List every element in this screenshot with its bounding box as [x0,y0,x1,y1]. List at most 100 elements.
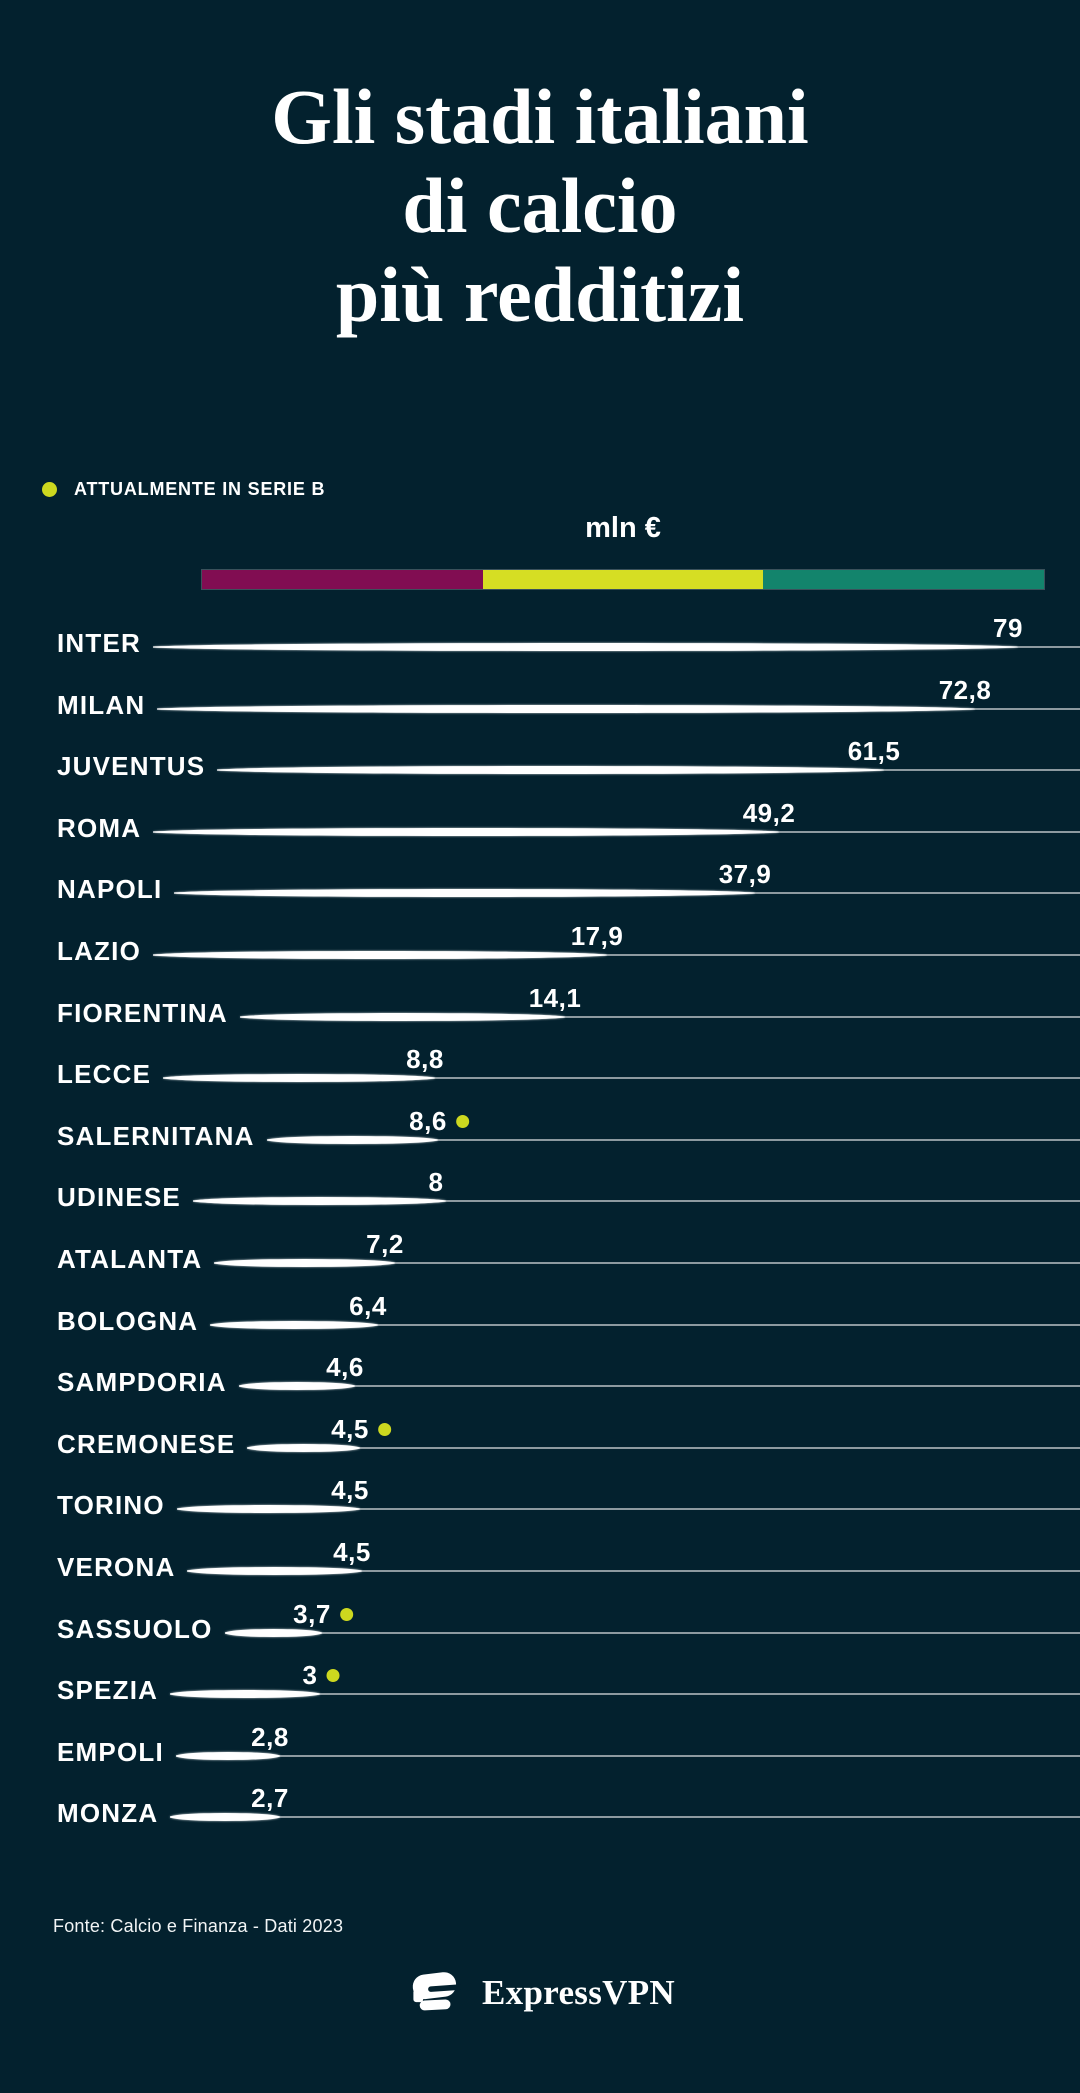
value-text: 6,4 [349,1290,387,1321]
chart-row: LECCE 8,8 [0,1043,1080,1105]
chart-row: SALERNITANA 8,6 [0,1105,1080,1167]
bar-spindle [174,889,755,897]
team-label: ATALANTA [57,1243,203,1274]
team-label: CREMONESE [57,1428,236,1459]
chart-row: LAZIO 17,9 [0,920,1080,982]
bar-baseline [239,1385,1080,1387]
chart-row: TORINO 4,5 [0,1474,1080,1536]
chart-row: ROMA 49,2 [0,797,1080,859]
chart-row: NAPOLI 37,9 [0,858,1080,920]
bar-spindle [193,1197,446,1205]
bar-spindle [225,1629,322,1637]
color-scale-segment-teal [763,570,1045,589]
value-label: 49,2 [743,798,796,828]
team-label: NAPOLI [57,873,163,904]
color-scale-bar [201,569,1045,590]
bar-baseline [247,1447,1080,1449]
brand-name: ExpressVPN [482,1973,675,2012]
bar-baseline [214,1262,1080,1264]
team-label: TORINO [57,1489,165,1520]
value-text: 8,8 [406,1043,444,1074]
team-label: BOLOGNA [57,1305,199,1336]
value-text: 2,8 [251,1721,289,1752]
team-label: LECCE [57,1058,152,1089]
bar-baseline [170,1693,1080,1695]
title-line-1: Gli stadi italiani [271,73,809,160]
bar-spindle [210,1321,378,1329]
chart-row: BOLOGNA 6,4 [0,1290,1080,1352]
team-label: SALERNITANA [57,1120,255,1151]
value-text: 8 [428,1166,444,1197]
team-label: FIORENTINA [57,997,228,1028]
team-label: MILAN [57,689,146,720]
bar-spindle [267,1136,438,1144]
chart-row: MILAN 72,8 [0,674,1080,736]
chart-row: JUVENTUS 61,5 [0,735,1080,797]
bar-spindle [157,705,975,713]
title-line-2: di calcio [402,162,678,249]
bar-spindle [177,1505,360,1513]
bar-baseline [163,1077,1080,1079]
serie-b-legend-dot-icon [42,481,57,497]
bar-spindle [153,643,1018,651]
chart-row: FIORENTINA 14,1 [0,982,1080,1044]
bar-spindle [217,766,884,774]
chart-row: CREMONESE 4,5 [0,1413,1080,1475]
source-note: Fonte: Calcio e Finanza - Dati 2023 [53,1916,344,1936]
bar-spindle [170,1813,280,1821]
bar-baseline [187,1570,1080,1572]
chart-row: SPEZIA 3 [0,1659,1080,1721]
bar-spindle [153,828,779,836]
bar-spindle [176,1752,280,1760]
serie-b-dot-icon [326,1668,340,1682]
value-label: 17,9 [571,921,624,951]
bar-baseline [176,1755,1080,1757]
value-text: 72,8 [938,674,992,705]
chart-row: SAMPDORIA 4,6 [0,1351,1080,1413]
value-label: 3,7 [293,1599,353,1629]
value-label: 2,8 [251,1722,289,1752]
bar-spindle [163,1074,435,1082]
legend: ATTUALMENTE IN SERIE B [42,478,325,500]
value-text: 17,9 [570,920,624,951]
value-label: 61,5 [848,736,901,766]
value-label: 4,5 [333,1537,371,1567]
serie-b-dot-icon [455,1114,469,1128]
bar-baseline [267,1139,1080,1141]
team-label: JUVENTUS [57,750,206,781]
title-line-3: più redditizi [335,251,745,338]
bar-spindle [214,1259,395,1267]
bar-spindle [170,1690,320,1698]
value-text: 2,7 [251,1782,289,1813]
bar-spindle [239,1382,355,1390]
value-text: 8,6 [409,1105,447,1136]
value-text: 79 [993,612,1023,643]
bar-spindle [187,1567,362,1575]
color-scale-segment-lime [482,570,764,589]
value-label: 72,8 [939,675,992,705]
bar-baseline [177,1508,1080,1510]
team-label: ROMA [57,812,142,843]
bar-baseline [193,1200,1080,1202]
value-text: 4,5 [331,1413,369,1444]
team-label: UDINESE [57,1181,181,1212]
value-label: 4,5 [331,1414,391,1444]
value-text: 14,1 [528,982,582,1013]
bar-spindle [240,1013,565,1021]
chart-row: VERONA 4,5 [0,1536,1080,1598]
value-label: 8 [429,1167,444,1197]
bar-baseline [225,1632,1080,1634]
value-text: 37,9 [718,858,772,889]
chart-row: INTER 79 [0,612,1080,674]
value-text: 4,6 [326,1351,364,1382]
value-label: 4,6 [326,1352,364,1382]
value-text: 3,7 [293,1598,331,1629]
brand-logo: ExpressVPN [0,1964,1080,2022]
bar-baseline [240,1016,1080,1018]
value-text: 61,5 [847,735,901,766]
team-label: SASSUOLO [57,1613,213,1644]
serie-b-dot-icon [339,1607,353,1621]
team-label: INTER [57,627,141,658]
chart-row: ATALANTA 7,2 [0,1228,1080,1290]
